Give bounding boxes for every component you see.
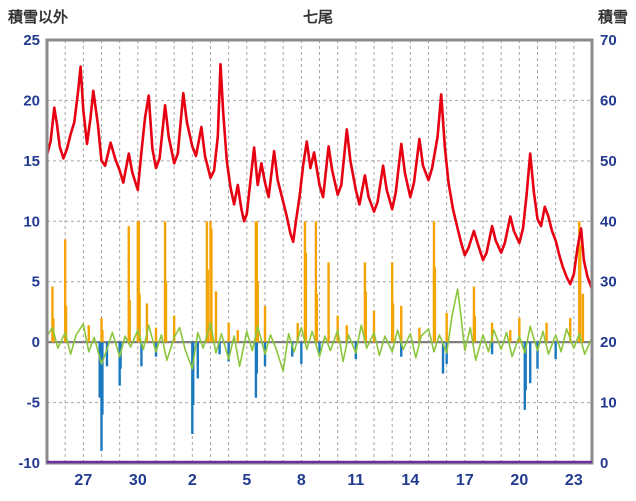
- blue-bars-bar: [192, 342, 195, 405]
- axis-tick-label: 5: [242, 472, 251, 489]
- axis-tick-label: 25: [23, 32, 40, 49]
- yellow-bars-precipitation-bar: [345, 325, 348, 343]
- yellow-bars-precipitation-bar: [327, 262, 330, 343]
- yellow-bars-precipitation-bar: [128, 299, 131, 343]
- yellow-bars-precipitation-bar: [391, 303, 395, 343]
- axis-tick-label: 50: [600, 153, 617, 170]
- yellow-bars-precipitation-bar: [473, 315, 477, 343]
- yellow-bars-precipitation-bar: [227, 322, 230, 343]
- axis-tick-label: 27: [74, 472, 92, 489]
- axis-tick-label: 17: [456, 472, 474, 489]
- blue-bars-bar: [101, 342, 104, 415]
- blue-bars-bar: [400, 342, 403, 357]
- yellow-bars-precipitation-bar: [138, 293, 141, 343]
- blue-bars-bar: [536, 342, 539, 369]
- axis-tick-label: 15: [23, 153, 40, 170]
- right-axis-title: 積雪: [597, 9, 628, 26]
- yellow-bars-precipitation-bar: [256, 281, 259, 343]
- yellow-bars-precipitation-bar: [210, 228, 213, 343]
- yellow-bars-precipitation-bar: [154, 327, 158, 343]
- yellow-bars-precipitation-bar: [51, 286, 54, 343]
- yellow-bars-precipitation-bar: [214, 291, 218, 343]
- axis-tick-label: 14: [401, 472, 419, 489]
- yellow-bars-precipitation-bar: [137, 221, 140, 343]
- yellow-bars-precipitation-bar: [172, 315, 176, 343]
- yellow-bars-precipitation-bar: [101, 330, 104, 343]
- axis-tick-label: 40: [600, 213, 617, 230]
- left-axis-title: 積雪以外: [8, 9, 69, 26]
- axis-tick-label: 70: [600, 32, 617, 49]
- yellow-bars-precipitation-bar: [490, 322, 494, 343]
- red-line-temperature: [45, 62, 594, 291]
- yellow-bars-precipitation-bar: [314, 221, 318, 343]
- blue-bars-bar: [227, 342, 230, 362]
- yellow-bars-precipitation-bar: [87, 325, 90, 343]
- blue-bars-bar: [140, 342, 143, 367]
- yellow-bars-precipitation-bar: [578, 245, 582, 343]
- axis-tick-label: 8: [297, 472, 306, 489]
- yellow-bars-precipitation-bar: [390, 262, 394, 343]
- blue-bars-bar: [98, 342, 101, 398]
- yellow-bars-precipitation-bar: [263, 305, 267, 343]
- yellow-bars-precipitation-bar: [364, 291, 368, 343]
- blue-bars-bar: [554, 342, 557, 360]
- yellow-bars-precipitation-bar: [472, 286, 476, 343]
- blue-bars-bar: [318, 342, 321, 355]
- yellow-bars-precipitation-bar: [372, 310, 376, 343]
- yellow-bars-precipitation-bar: [206, 269, 209, 343]
- yellow-bars-precipitation-bar: [145, 303, 149, 343]
- blue-bars-bar: [300, 342, 303, 364]
- blue-bars-bar: [105, 342, 109, 367]
- axis-tick-label: 0: [600, 455, 608, 472]
- blue-bars-bar: [524, 342, 527, 391]
- yellow-bars-precipitation-bar: [509, 330, 512, 343]
- yellow-bars-precipitation-bar: [433, 267, 437, 343]
- yellow-bars-precipitation-bar: [418, 327, 421, 343]
- axis-tick-label: 20: [23, 92, 40, 109]
- axis-tick-label: -5: [27, 395, 40, 412]
- yellow-bars-precipitation-bar: [336, 315, 339, 343]
- blue-bars-bar: [255, 342, 259, 374]
- axis-tick-label: 11: [347, 472, 364, 489]
- yellow-bars-precipitation-bar: [518, 317, 521, 343]
- yellow-bars-precipitation-bar: [400, 305, 403, 343]
- axis-tick-label: 10: [23, 213, 40, 230]
- blue-bars-bar: [196, 342, 199, 379]
- yellow-bars-precipitation-bar: [545, 322, 548, 343]
- blue-bars-bar: [218, 342, 221, 355]
- axis-tick-label: 30: [600, 274, 617, 291]
- yellow-bars-precipitation-bar: [569, 317, 572, 343]
- blue-bars-bar: [490, 342, 494, 355]
- blue-bars-bar: [529, 342, 532, 384]
- axis-tick-label: 20: [600, 334, 617, 351]
- yellow-bars-precipitation-bar: [296, 322, 299, 343]
- yellow-bars-precipitation-bar: [64, 305, 68, 343]
- axis-tick-label: 2: [188, 472, 197, 489]
- green-line: [46, 288, 593, 372]
- axis-tick-label: 5: [32, 274, 40, 291]
- axis-tick-label: -10: [18, 455, 40, 472]
- yellow-bars-precipitation-bar: [581, 293, 585, 343]
- axis-tick-label: 60: [600, 92, 617, 109]
- yellow-bars-precipitation-bar: [63, 239, 67, 343]
- axis-tick-label: 20: [510, 472, 528, 489]
- axis-tick-label: 0: [32, 334, 40, 351]
- yellow-bars-precipitation-bar: [304, 252, 308, 343]
- yellow-bars-precipitation-bar: [236, 330, 239, 343]
- blue-bars-bar: [291, 342, 294, 357]
- axis-tick-label: 30: [129, 472, 147, 489]
- axis-tick-label: 10: [600, 395, 617, 412]
- blue-bars-bar: [441, 342, 445, 374]
- axis-tick-label: 23: [565, 472, 583, 489]
- yellow-bars-precipitation-bar: [445, 313, 448, 343]
- yellow-bars-precipitation-bar: [315, 293, 318, 343]
- yellow-bars-precipitation-bar: [164, 281, 168, 343]
- chart-title: 七尾: [302, 9, 333, 26]
- yellow-bars-precipitation-bar: [127, 226, 130, 343]
